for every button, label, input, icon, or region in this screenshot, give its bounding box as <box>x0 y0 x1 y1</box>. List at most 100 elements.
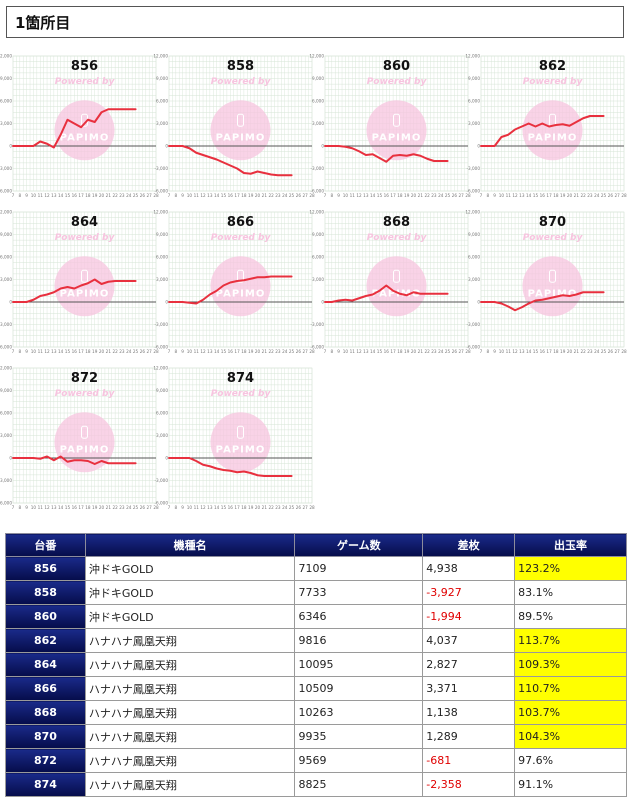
x-tick-label: 25 <box>289 349 295 354</box>
x-tick-label: 27 <box>303 193 309 198</box>
x-tick-label: 7 <box>168 193 171 198</box>
x-tick-label: 14 <box>58 349 64 354</box>
y-tick-label: 12,000 <box>153 366 168 371</box>
x-tick-label: 22 <box>424 193 430 198</box>
y-tick-label: 3,000 <box>468 277 480 282</box>
chart-title: 870 <box>539 215 566 230</box>
watermark-circle <box>54 256 115 317</box>
cell-games: 8825 <box>294 772 424 797</box>
x-tick-label: 13 <box>207 505 213 510</box>
x-tick-label: 11 <box>194 193 200 198</box>
cell-model: ハナハナ鳳凰天翔 <box>84 772 296 797</box>
y-tick-label: 6,000 <box>0 411 12 416</box>
cell-number: 870 <box>5 724 86 749</box>
x-tick-label: 23 <box>119 349 125 354</box>
x-tick-label: 25 <box>601 349 607 354</box>
y-tick-label: -6,000 <box>467 345 481 350</box>
x-tick-label: 11 <box>506 349 512 354</box>
y-axis-ticks: 12,000 9,000 6,000 3,000 0 -3,000 -6,000 <box>0 54 12 194</box>
x-tick-label: 11 <box>194 349 200 354</box>
x-tick-label: 19 <box>248 349 254 354</box>
x-tick-label: 17 <box>234 349 240 354</box>
x-tick-label: 8 <box>486 193 489 198</box>
y-tick-label: 0 <box>9 144 12 149</box>
x-tick-label: 10 <box>31 193 37 198</box>
x-tick-label: 7 <box>12 193 15 198</box>
watermark-powered-by: Powered by <box>523 77 584 87</box>
y-tick-label: 3,000 <box>156 121 168 126</box>
x-tick-label: 27 <box>147 349 153 354</box>
x-tick-label: 28 <box>153 505 159 510</box>
x-tick-label: 13 <box>51 505 57 510</box>
x-tick-label: 12 <box>356 193 362 198</box>
x-tick-label: 15 <box>65 193 71 198</box>
x-tick-label: 21 <box>262 349 268 354</box>
horizontal-gridlines <box>169 211 312 348</box>
x-tick-label: 12 <box>200 349 206 354</box>
x-tick-label: 11 <box>38 505 44 510</box>
x-tick-label: 18 <box>397 193 403 198</box>
y-tick-label: 0 <box>477 300 480 305</box>
watermark-phone-icon <box>81 425 88 439</box>
x-tick-label: 8 <box>486 349 489 354</box>
x-tick-label: 13 <box>207 349 213 354</box>
table-row: 872 ハナハナ鳳凰天翔 9569 -681 97.6% <box>5 748 627 773</box>
x-tick-label: 13 <box>519 349 525 354</box>
x-tick-label: 10 <box>499 349 505 354</box>
y-tick-label: -3,000 <box>0 322 12 327</box>
x-tick-label: 26 <box>452 349 458 354</box>
line-chart-868: Powered by PAPIMO 12,000 9,000 6,000 3,000 0 -3… <box>309 210 471 355</box>
x-tick-label: 14 <box>370 349 376 354</box>
y-tick-label: 6,000 <box>0 99 12 104</box>
watermark-circle <box>522 100 583 161</box>
series-line <box>480 291 605 312</box>
x-tick-label: 16 <box>228 505 234 510</box>
watermark-powered-by: Powered by <box>211 389 272 399</box>
x-tick-label: 26 <box>140 505 146 510</box>
y-axis-ticks: 12,000 9,000 6,000 3,000 0 -3,000 -6,000 <box>153 366 168 506</box>
y-tick-label: 6,000 <box>468 99 480 104</box>
x-tick-label: 25 <box>133 505 139 510</box>
col-header-number: 台番 <box>5 533 86 557</box>
table-row: 860 沖ドキGOLD 6346 -1,994 89.5% <box>5 604 627 629</box>
x-tick-label: 14 <box>214 349 220 354</box>
x-tick-label: 8 <box>18 193 21 198</box>
x-tick-label: 21 <box>106 193 112 198</box>
y-tick-label: 6,000 <box>468 255 480 260</box>
x-tick-label: 23 <box>431 349 437 354</box>
chart-title: 864 <box>71 215 98 230</box>
y-tick-label: 3,000 <box>0 277 12 282</box>
cell-games: 10263 <box>294 700 424 725</box>
y-tick-label: 6,000 <box>156 99 168 104</box>
x-tick-label: 10 <box>343 193 349 198</box>
x-tick-label: 22 <box>580 193 586 198</box>
cell-model: 沖ドキGOLD <box>84 580 296 605</box>
x-tick-label: 28 <box>309 349 315 354</box>
cell-number: 858 <box>5 580 86 605</box>
x-tick-label: 20 <box>99 349 105 354</box>
x-tick-label: 26 <box>608 349 614 354</box>
cell-rate: 110.7% <box>514 676 627 701</box>
y-axis-ticks: 12,000 9,000 6,000 3,000 0 -3,000 -6,000 <box>309 210 324 350</box>
x-tick-label: 18 <box>241 193 247 198</box>
x-tick-label: 11 <box>38 193 44 198</box>
watermark-circle <box>54 412 115 473</box>
watermark-brand: PAPIMO <box>60 444 110 455</box>
cell-diff: 1,138 <box>422 700 516 725</box>
cell-diff: 3,371 <box>422 676 516 701</box>
y-tick-label: 12,000 <box>153 54 168 59</box>
cell-diff: 4,938 <box>422 556 516 581</box>
cell-rate: 91.1% <box>514 772 627 797</box>
watermark-powered-by: Powered by <box>55 233 116 243</box>
cell-rate: 89.5% <box>514 604 627 629</box>
x-tick-label: 26 <box>140 349 146 354</box>
y-tick-label: -3,000 <box>155 478 169 483</box>
x-tick-label: 22 <box>112 349 118 354</box>
x-tick-label: 22 <box>112 193 118 198</box>
x-tick-label: 28 <box>153 193 159 198</box>
y-tick-label: 9,000 <box>468 232 480 237</box>
line-chart-866: Powered by PAPIMO 12,000 9,000 6,000 3,000 0 -3… <box>153 210 315 355</box>
x-tick-label: 27 <box>147 193 153 198</box>
cell-diff: -3,927 <box>422 580 516 605</box>
y-tick-label: 9,000 <box>468 76 480 81</box>
